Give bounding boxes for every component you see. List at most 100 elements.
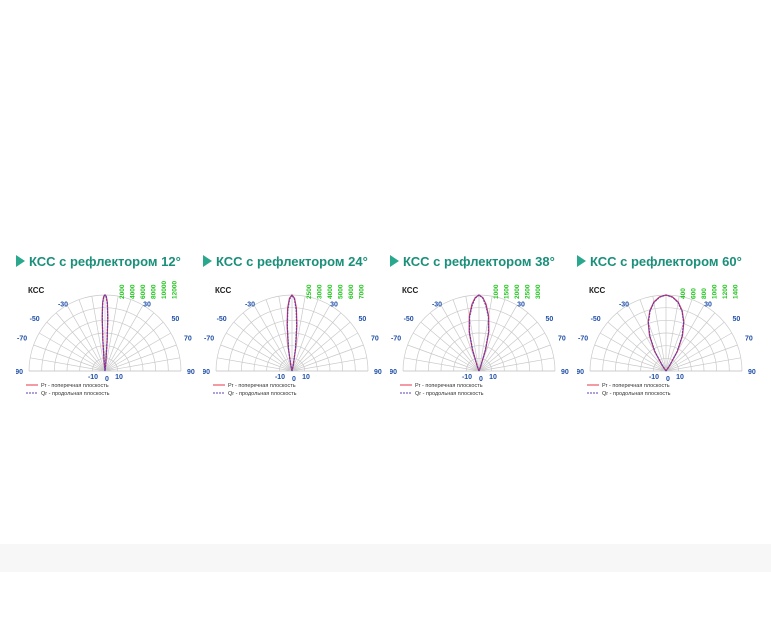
grid-spoke xyxy=(594,344,667,372)
angle-tick-label: 50 xyxy=(358,316,366,323)
angle-tick-label: -30 xyxy=(58,301,68,308)
grid-spoke xyxy=(591,357,667,372)
radial-value-label: 600 xyxy=(691,288,698,299)
angle-tick-label: 0 xyxy=(105,376,109,383)
angle-tick-label: 0 xyxy=(292,376,296,383)
legend-label: Qr - продольная плоскость xyxy=(415,391,484,397)
radial-value-label: 7000 xyxy=(359,284,366,299)
angle-tick-label: -30 xyxy=(619,301,629,308)
radial-value-label: 1400 xyxy=(733,284,740,299)
play-marker-icon xyxy=(203,255,212,267)
angle-tick-label: 10 xyxy=(489,374,497,381)
grid-spoke xyxy=(104,332,171,372)
grid-spoke xyxy=(478,321,538,372)
angle-tick-label: 90 xyxy=(187,369,195,376)
grid-spoke xyxy=(291,332,358,372)
grid-spoke xyxy=(478,305,518,372)
grid-spoke xyxy=(478,344,551,372)
radial-value-label: 400 xyxy=(680,288,687,299)
angle-tick-label: 30 xyxy=(517,301,525,308)
grid-spoke xyxy=(478,312,529,372)
angle-tick-label: 10 xyxy=(302,374,310,381)
angle-tick-label: -10 xyxy=(462,374,472,381)
play-marker-icon xyxy=(390,255,399,267)
grid-spoke xyxy=(478,332,545,372)
angle-tick-label: -10 xyxy=(649,374,659,381)
angle-tick-label: -70 xyxy=(578,335,588,342)
chart-title: КСС с рефлектором 60° xyxy=(577,252,742,270)
footer-band xyxy=(0,544,771,572)
grid-spoke xyxy=(104,344,177,372)
grid-spoke xyxy=(39,332,106,372)
play-marker-icon xyxy=(577,255,586,267)
grid-spoke xyxy=(465,296,480,372)
angle-tick-label: 30 xyxy=(143,301,151,308)
chart-title-text: КСС с рефлектором 60° xyxy=(590,253,742,269)
angle-tick-label: 70 xyxy=(371,335,379,342)
chart-title-text: КСС с рефлектором 38° xyxy=(403,253,555,269)
grid-spoke xyxy=(665,332,732,372)
angle-tick-label: 30 xyxy=(330,301,338,308)
grid-spoke xyxy=(291,305,331,372)
angle-tick-label: 10 xyxy=(676,374,684,381)
angle-tick-label: -50 xyxy=(591,316,601,323)
radial-value-label: 1000 xyxy=(712,284,719,299)
grid-spoke xyxy=(55,312,106,372)
legend-label: Qr - продольная плоскость xyxy=(228,391,297,397)
grid-spoke xyxy=(291,344,364,372)
legend-label: Pr - поперечная плоскость xyxy=(228,383,296,389)
chart-panel-38: КСС с рефлектором 38° КСС -90 -70 -50 -30 -10… xyxy=(390,248,577,414)
grid-spoke xyxy=(46,321,106,372)
grid-spoke xyxy=(429,312,480,372)
angle-tick-label: 10 xyxy=(115,374,123,381)
angle-tick-label: 70 xyxy=(745,335,753,342)
angle-tick-label: 90 xyxy=(561,369,569,376)
grid-spoke xyxy=(78,299,106,372)
radial-value-label: 4000 xyxy=(327,284,334,299)
grid-spoke xyxy=(291,312,342,372)
radial-value-label: 2500 xyxy=(525,284,532,299)
grid-spoke xyxy=(639,299,667,372)
grid-spoke xyxy=(291,321,351,372)
grid-spoke xyxy=(413,332,480,372)
radial-value-label: 800 xyxy=(701,288,708,299)
radial-value-label: 10000 xyxy=(161,281,168,299)
radial-value-label: 4000 xyxy=(130,284,137,299)
angle-tick-label: 90 xyxy=(374,369,382,376)
angle-tick-label: -50 xyxy=(30,316,40,323)
angle-tick-label: -70 xyxy=(391,335,401,342)
grid-spoke xyxy=(253,305,293,372)
radial-value-label: 1000 xyxy=(493,284,500,299)
grid-spoke xyxy=(104,299,132,372)
series-curve xyxy=(286,293,298,372)
grid-spoke xyxy=(291,299,319,372)
angle-tick-label: -10 xyxy=(88,374,98,381)
grid-spoke xyxy=(600,332,667,372)
radial-value-label: 1200 xyxy=(722,284,729,299)
radial-value-label: 2000 xyxy=(119,284,126,299)
grid-spoke xyxy=(104,321,164,372)
radial-value-label: 3000 xyxy=(317,284,324,299)
grid-spoke xyxy=(30,357,106,372)
grid-spoke xyxy=(665,321,725,372)
grid-spoke xyxy=(665,312,716,372)
grid-spoke xyxy=(407,344,480,372)
angle-tick-label: 30 xyxy=(704,301,712,308)
chart-title: КСС с рефлектором 12° xyxy=(16,252,181,270)
chart-title-text: КСС с рефлектором 12° xyxy=(29,253,181,269)
chart-title-text: КСС с рефлектором 24° xyxy=(216,253,368,269)
grid-spoke xyxy=(33,344,106,372)
angle-tick-label: -30 xyxy=(245,301,255,308)
grid-spoke xyxy=(66,305,106,372)
angle-tick-label: 0 xyxy=(479,376,483,383)
radial-value-label: 5000 xyxy=(338,284,345,299)
grid-spoke xyxy=(104,305,144,372)
radial-value-label: 8000 xyxy=(151,284,158,299)
grid-spoke xyxy=(104,296,119,372)
grid-spoke xyxy=(420,321,480,372)
legend-label: Pr - поперечная плоскость xyxy=(415,383,483,389)
grid-spoke xyxy=(226,332,293,372)
chart-panel-60: КСС с рефлектором 60° КСС -90 -70 -50 -30 -10… xyxy=(577,248,764,414)
radial-value-label: 12000 xyxy=(172,281,179,299)
